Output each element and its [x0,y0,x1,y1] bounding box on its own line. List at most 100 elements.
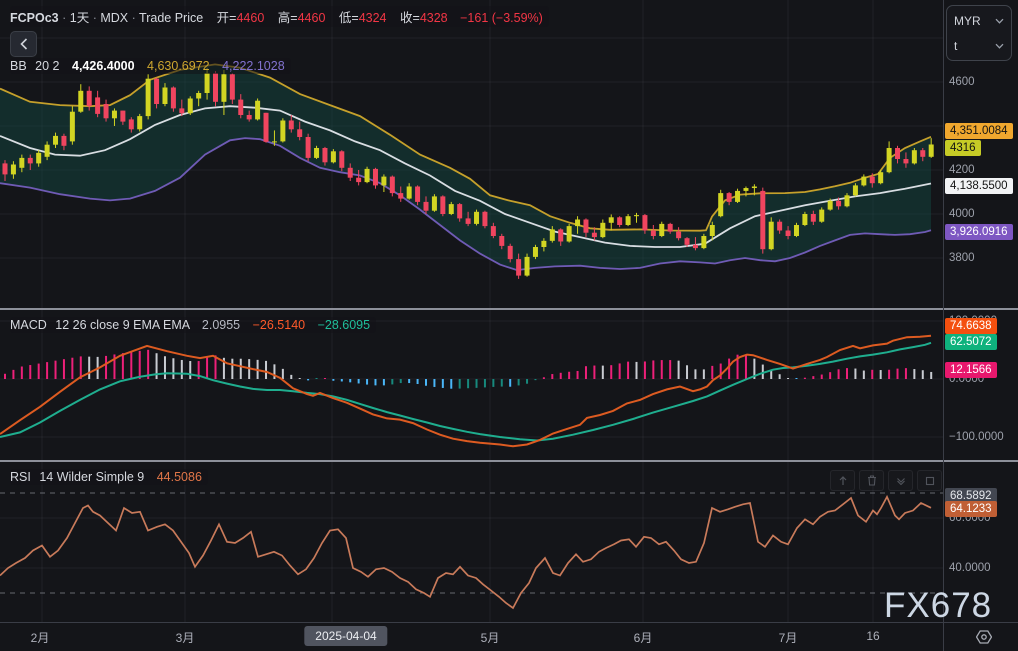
price-axis-badge: 4,351.0084 [945,123,1013,139]
candle-body [819,209,825,222]
bb-title: BB [10,59,27,73]
candle-body [558,229,564,242]
symbol-name[interactable]: FCPOc3 [10,11,59,25]
macd-signal-value: −28.6095 [317,318,371,332]
candle-body [575,219,581,227]
candle-body [137,116,143,130]
time-axis-label: 7月 [778,631,798,645]
candle-body [120,110,126,122]
change-value: −161 (−3.59%) [460,11,543,25]
candle-body [440,196,446,214]
candle-body [465,218,471,224]
candle-body [448,204,454,214]
crosshair-date-badge: 2025-04-04 [304,626,388,646]
price-axis-badge: 4316 [945,140,981,156]
price-axis-border [943,0,944,651]
candle-body [457,204,463,219]
candle-body [793,225,799,236]
candle-body [423,201,429,211]
candle-body [330,151,336,163]
bollinger-basis-line [0,105,932,248]
candle-body [36,152,42,164]
bb-upper-value: 4,630.6972 [147,59,210,73]
bb-legend[interactable]: BB 20 2 4,426.4000 4,630.6972 4,222.1028 [10,58,291,74]
maximize-pane-button[interactable] [917,470,942,491]
collapse-pane-button[interactable] [888,470,913,491]
candle-body [19,157,25,168]
price-type-label: Trade Price [139,11,204,25]
candle-body [692,244,698,249]
price-axis-tick: 4200 [949,164,975,176]
currency-dropdown[interactable]: MYR [947,10,1011,32]
candle-body [676,231,682,239]
exchange-label: MDX [100,11,129,25]
pane-divider-macd-rsi[interactable] [0,460,1018,462]
candle-body [95,97,101,114]
candle-body [271,141,277,143]
back-button[interactable] [10,31,37,57]
interval-label[interactable]: 1天 [69,11,90,25]
candle-body [246,115,252,120]
candle-body [726,193,732,202]
candle-body [263,112,269,142]
rsi-params: 14 Wilder Simple 9 [39,470,145,484]
candle-body [221,74,227,102]
candle-body [507,245,513,260]
candle-body [541,240,547,247]
candle-body [516,259,522,276]
unit-dropdown[interactable]: t [947,35,1011,57]
candle-body [103,104,109,119]
rsi-title: RSI [10,470,31,484]
candle-body [431,196,437,211]
price-axis-tick: 4000 [949,208,975,220]
candle-body [10,164,16,175]
time-axis-label: 3月 [175,631,195,645]
candle-body [634,215,639,217]
candle-body [61,135,67,146]
chevron-down-icon [995,43,1004,49]
candle-body [170,87,176,109]
candle-body [381,176,387,186]
candle-body [928,144,934,157]
rsi-axis-badge: 68.5892 [945,488,997,504]
bb-params: 20 2 [35,59,60,73]
macd-line [0,334,932,448]
price-axis-badge: 4,138.5500 [945,178,1013,194]
symbol-legend[interactable]: FCPOc3 · 1天 · MDX · Trade Price 开=4460 高… [10,6,549,27]
candle-body [911,150,917,164]
move-pane-up-button[interactable] [830,470,855,491]
rsi-legend[interactable]: RSI 14 Wilder Simple 9 44.5086 [10,469,208,485]
candle-body [802,214,808,225]
candle-body [44,144,50,157]
candle-body [718,193,724,217]
candle-body [549,229,555,241]
candle-body [625,216,631,225]
candle-body [482,211,488,227]
candle-body [255,100,261,120]
candle-body [145,78,151,117]
candle-body [229,74,235,100]
candle-body [667,223,673,232]
candle-body [827,200,833,210]
close-label: 收= [400,11,420,25]
delete-pane-button[interactable] [859,470,884,491]
candle-body [69,111,75,142]
macd-line-value: −26.5140 [252,318,306,332]
settings-icon[interactable] [976,629,992,645]
candle-body [777,221,783,231]
candle-body [297,129,303,137]
candle-body [179,108,185,114]
macd-axis-badge: 74.6638 [945,318,997,334]
candle-body [356,177,362,183]
price-axis-tick: 4600 [949,76,975,88]
macd-legend[interactable]: MACD 12 26 close 9 EMA EMA 2.0955 −26.51… [10,317,377,333]
unit-value: t [954,38,958,53]
candle-body [322,148,328,163]
maximize-icon [925,476,934,485]
low-value: 4324 [358,11,387,25]
pane-divider-price-macd[interactable] [0,308,1018,310]
candle-body [372,168,378,186]
high-label: 高= [277,11,298,25]
price-axis-tick: 3800 [949,252,975,264]
